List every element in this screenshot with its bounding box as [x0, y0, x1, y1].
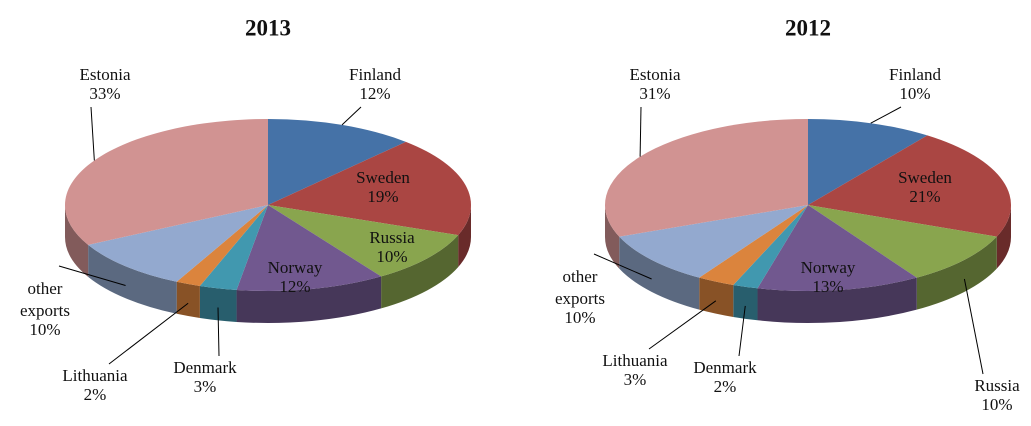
leader-line [870, 106, 902, 124]
slice-side [757, 277, 917, 323]
slice-label: Norway [268, 258, 323, 277]
slice-label: Denmark [173, 358, 237, 377]
chart-title: 2013 [245, 15, 291, 40]
leader-line [593, 253, 652, 280]
value-label: 3% [624, 370, 647, 389]
value-label: 2% [714, 377, 737, 396]
slice-label: Finland [349, 65, 401, 84]
value-label: 12% [279, 277, 310, 296]
leader-line [639, 106, 642, 157]
value-label: 10% [899, 84, 930, 103]
slice [619, 205, 808, 278]
leader-line [341, 106, 362, 126]
slice-side [176, 281, 200, 319]
value-label: 10% [29, 320, 60, 339]
slice-side [996, 205, 1011, 269]
slice [808, 119, 928, 205]
slice [757, 205, 917, 292]
leader-line [108, 302, 189, 365]
slice [268, 119, 406, 205]
leader-line [58, 265, 126, 286]
value-label: 3% [194, 377, 217, 396]
slice-label: Russia [369, 228, 415, 247]
value-label: 13% [812, 277, 843, 296]
slice-label: other exports [555, 267, 605, 308]
leader-line [217, 307, 220, 357]
slice-label: Estonia [80, 65, 131, 84]
value-label: 12% [359, 84, 390, 103]
slice [605, 118, 808, 237]
slice-side [605, 205, 620, 269]
slice [199, 205, 268, 290]
slice-label: Sweden [356, 168, 410, 187]
slice-side [65, 205, 89, 277]
slice-label: Lithuania [62, 366, 128, 385]
slice [268, 141, 471, 236]
value-label: 10% [981, 395, 1012, 414]
slice-side [619, 236, 700, 310]
slice-label: Russia [974, 376, 1020, 395]
value-label: 33% [89, 84, 120, 103]
slice-label: other exports [20, 279, 70, 320]
slice [236, 205, 382, 291]
slice [88, 205, 268, 282]
slice-side [733, 284, 758, 321]
leader-line [90, 106, 95, 161]
slice-label: Denmark [693, 358, 757, 377]
leader-line [738, 305, 746, 357]
slice-label: Estonia [630, 65, 681, 84]
value-label: 2% [84, 385, 107, 404]
leader-line [648, 300, 717, 350]
slice [268, 205, 459, 277]
slice-side [916, 236, 997, 310]
value-label: 10% [564, 308, 595, 327]
value-label: 10% [376, 247, 407, 266]
slice-label: Norway [801, 258, 856, 277]
slice [64, 119, 268, 245]
slice-side [381, 235, 459, 309]
value-label: 31% [639, 84, 670, 103]
slice [733, 205, 808, 289]
value-label: 19% [367, 187, 398, 206]
slice-label: Lithuania [602, 351, 668, 370]
chart-title: 2012 [785, 15, 831, 40]
slice-label: Finland [889, 65, 941, 84]
slice [176, 205, 268, 287]
slice-side [199, 286, 237, 322]
leader-line [963, 278, 984, 375]
value-label: 21% [909, 187, 940, 206]
slice-side [458, 205, 471, 268]
slice-side [88, 244, 177, 314]
slice [808, 205, 997, 278]
slice-label: Sweden [898, 168, 952, 187]
slice-side [236, 276, 382, 323]
slice [699, 205, 808, 285]
slice [808, 135, 1012, 237]
